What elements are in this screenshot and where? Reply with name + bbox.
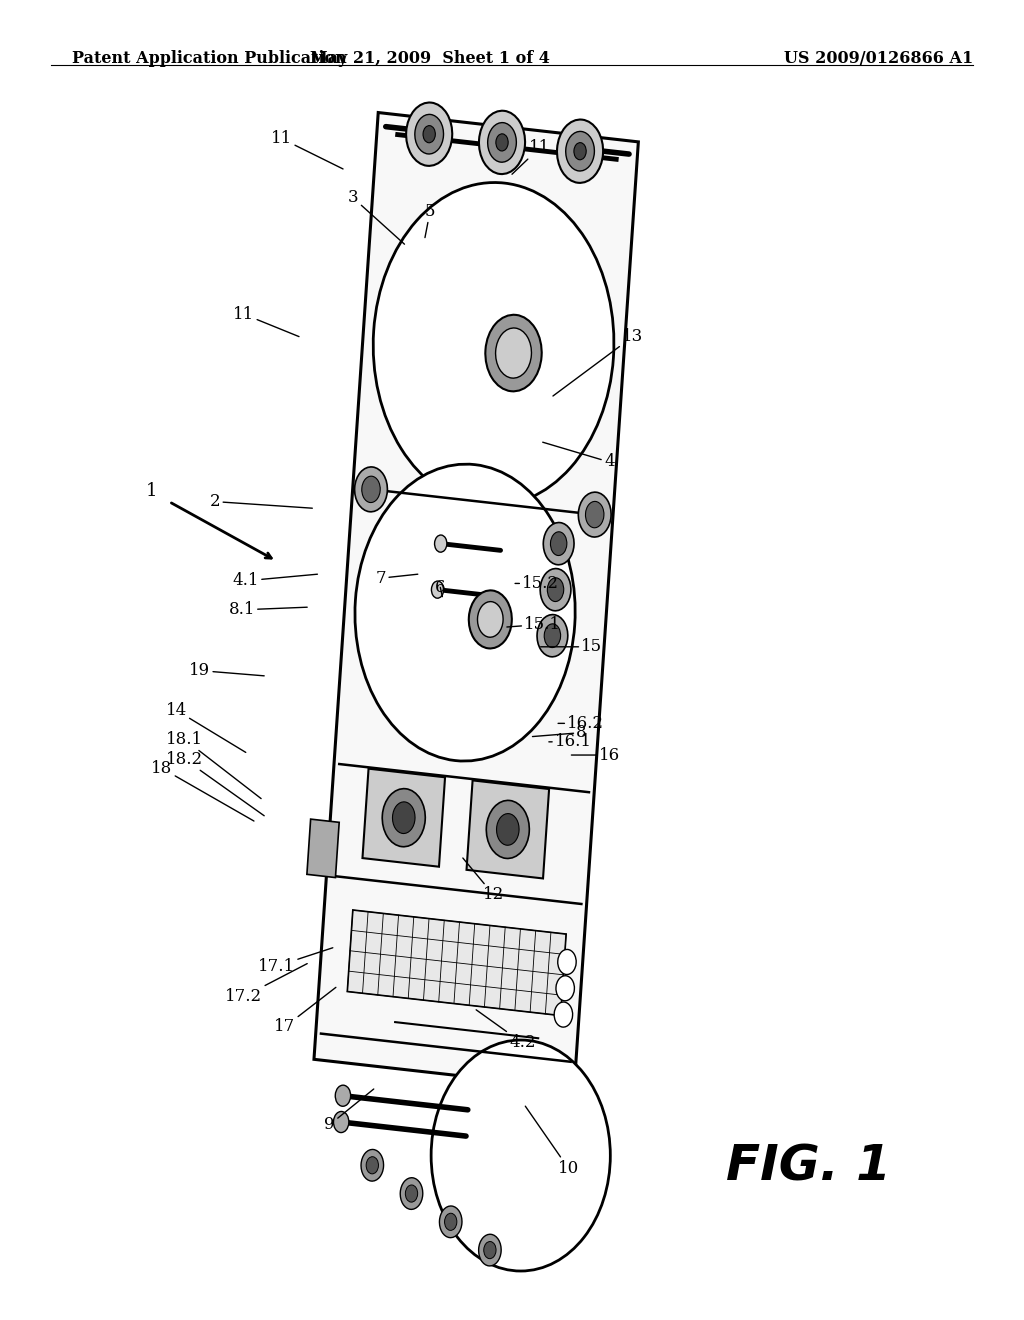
Ellipse shape	[496, 327, 531, 378]
Ellipse shape	[382, 788, 425, 846]
Ellipse shape	[486, 800, 529, 858]
Text: 5: 5	[425, 203, 435, 238]
Polygon shape	[314, 112, 638, 1089]
Text: FIG. 1: FIG. 1	[726, 1143, 891, 1191]
Text: 4: 4	[543, 442, 614, 470]
Ellipse shape	[496, 133, 508, 150]
Ellipse shape	[335, 1085, 350, 1106]
Text: 8: 8	[532, 725, 587, 741]
Ellipse shape	[557, 120, 603, 183]
Ellipse shape	[406, 1185, 418, 1203]
Ellipse shape	[541, 569, 571, 611]
Ellipse shape	[367, 1156, 379, 1173]
Text: 2: 2	[210, 494, 312, 510]
Text: Patent Application Publication: Patent Application Publication	[72, 50, 346, 67]
Ellipse shape	[355, 465, 575, 762]
Text: 7: 7	[376, 570, 418, 586]
Text: 16.2: 16.2	[558, 715, 604, 731]
Ellipse shape	[392, 801, 415, 833]
Text: 18.1: 18.1	[166, 731, 261, 799]
Text: 17.2: 17.2	[225, 964, 307, 1005]
Ellipse shape	[586, 502, 604, 528]
Text: 18.2: 18.2	[166, 751, 264, 816]
Polygon shape	[467, 780, 549, 878]
Ellipse shape	[554, 1002, 572, 1027]
Polygon shape	[347, 909, 566, 1015]
Ellipse shape	[573, 143, 586, 160]
Ellipse shape	[579, 492, 611, 537]
Ellipse shape	[544, 523, 574, 565]
Ellipse shape	[548, 578, 564, 602]
Ellipse shape	[537, 615, 567, 657]
Ellipse shape	[423, 125, 435, 143]
Ellipse shape	[407, 103, 453, 166]
Text: 17.1: 17.1	[258, 948, 333, 974]
Text: 8.1: 8.1	[228, 602, 307, 618]
Ellipse shape	[434, 535, 446, 552]
Ellipse shape	[544, 624, 560, 648]
Text: 1: 1	[145, 482, 158, 500]
Text: 15: 15	[541, 639, 602, 655]
Text: 16.1: 16.1	[549, 734, 592, 750]
Ellipse shape	[478, 1234, 501, 1266]
Text: 16: 16	[571, 747, 620, 763]
Ellipse shape	[479, 111, 525, 174]
Ellipse shape	[400, 1177, 423, 1209]
Text: 13: 13	[553, 329, 643, 396]
Ellipse shape	[431, 1040, 610, 1271]
Text: 6: 6	[435, 579, 445, 597]
Text: 4.2: 4.2	[476, 1010, 536, 1051]
Text: 9: 9	[325, 1089, 374, 1133]
Text: 4.1: 4.1	[232, 573, 317, 589]
Text: 11: 11	[233, 306, 299, 337]
Ellipse shape	[477, 602, 503, 638]
Ellipse shape	[497, 813, 519, 845]
Text: 12: 12	[463, 858, 504, 903]
Ellipse shape	[558, 949, 577, 974]
Text: 14: 14	[166, 702, 246, 752]
Text: 15.1: 15.1	[507, 616, 561, 632]
Ellipse shape	[373, 182, 614, 506]
Text: 10: 10	[525, 1106, 579, 1176]
Ellipse shape	[431, 581, 443, 598]
Text: 11: 11	[271, 131, 343, 169]
Ellipse shape	[565, 132, 594, 172]
Ellipse shape	[444, 1213, 457, 1230]
Ellipse shape	[334, 1111, 349, 1133]
Ellipse shape	[556, 975, 574, 1001]
Ellipse shape	[361, 477, 380, 503]
Text: 15.2: 15.2	[515, 576, 559, 591]
Ellipse shape	[551, 532, 567, 556]
Ellipse shape	[439, 1206, 462, 1238]
Text: US 2009/0126866 A1: US 2009/0126866 A1	[783, 50, 973, 67]
Ellipse shape	[415, 115, 443, 154]
Polygon shape	[362, 768, 445, 867]
Text: 11: 11	[512, 140, 550, 174]
Text: 18: 18	[152, 760, 254, 821]
Text: 3: 3	[348, 190, 404, 244]
Text: 17: 17	[274, 987, 336, 1035]
Ellipse shape	[485, 314, 542, 391]
Text: 19: 19	[189, 663, 264, 678]
Ellipse shape	[469, 590, 512, 648]
Ellipse shape	[354, 467, 387, 512]
Ellipse shape	[487, 123, 516, 162]
Polygon shape	[307, 820, 339, 878]
Text: May 21, 2009  Sheet 1 of 4: May 21, 2009 Sheet 1 of 4	[310, 50, 550, 67]
Ellipse shape	[361, 1150, 384, 1181]
Ellipse shape	[483, 1242, 496, 1259]
